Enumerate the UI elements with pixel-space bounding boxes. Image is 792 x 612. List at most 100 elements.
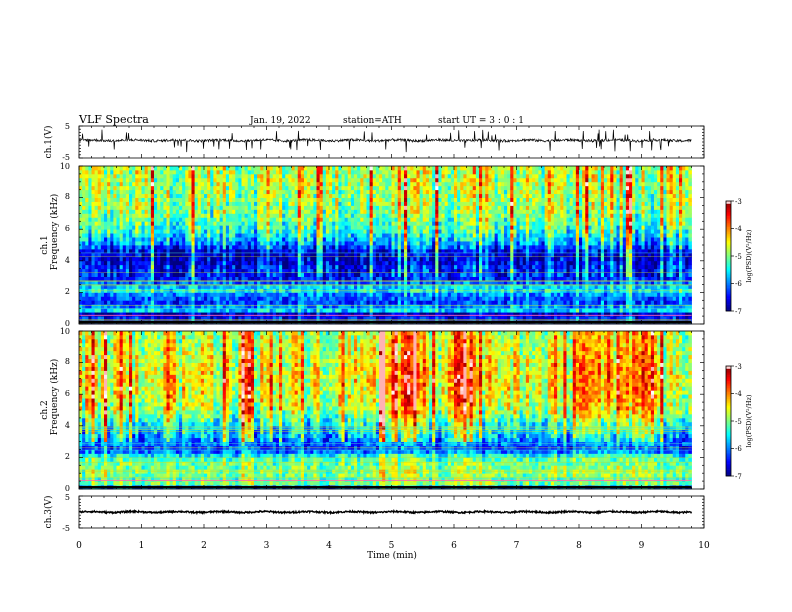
spectrogram-cell [225,280,230,285]
spectrogram-cell [82,193,86,198]
spectrogram-cell [297,233,302,238]
spectrogram-cell [450,189,455,195]
spectrogram-cell [382,256,386,262]
spectrogram-cell [429,296,433,301]
spectrogram-cell [150,221,155,226]
spectrogram-cell [341,268,346,274]
spectrogram-cell [435,177,439,183]
spectrogram-cell [197,229,202,234]
spectrogram-cell [97,169,102,175]
spectrogram-cell [307,173,311,179]
spectrogram-cell [175,256,180,262]
spectrogram-cell [150,225,155,230]
spectrogram-cell [307,312,311,317]
spectrogram-cell [285,225,289,230]
spectrogram-cell [222,177,227,183]
spectrogram-cell [104,229,108,234]
spectrogram-cell [372,201,377,206]
spectrogram-cell [182,296,186,301]
spectrogram-cell [410,284,414,289]
spectrogram-cell [197,169,202,175]
spectrogram-cell [332,177,336,183]
spectrogram-cell [332,245,336,250]
spectrogram-cell [416,308,421,313]
spectrogram-cell [388,264,392,270]
spectrogram-cell [225,292,230,297]
spectrogram-cell [197,268,202,274]
spectrogram-cell [272,256,277,262]
spectrogram-cell [332,205,336,210]
spectrogram-cell [404,185,408,191]
spectrogram-cell [310,296,314,301]
spectrogram-cell [369,221,374,226]
spectrogram-cell [454,173,458,179]
spectrogram-cell [304,252,308,258]
spectrogram-cell [82,201,86,206]
spectrogram-cell [338,237,342,242]
spectrogram-cell [379,256,383,262]
spectrogram-cell [260,233,264,238]
spectrogram-cell [194,300,199,305]
spectrogram-cell [419,221,424,226]
spectrogram-cell [185,225,189,230]
spectrogram-cell [225,225,230,230]
spectrogram-cell [419,229,424,234]
spectrogram-cell [263,181,267,187]
spectrogram-cell [322,233,327,238]
spectrogram-cell [250,276,255,281]
spectrogram-cell [191,272,196,277]
spectrogram-cell [119,229,124,234]
spectrogram-cell [279,185,283,191]
spectrogram-cell [204,237,208,242]
spectrogram-cell [160,225,164,230]
spectrogram-cell [197,237,202,242]
spectrogram-cell [366,166,371,171]
spectrogram-cell [444,209,449,214]
spectrogram-cell [122,272,127,277]
spectrogram-cell [285,237,289,242]
spectrogram-cell [241,280,246,285]
spectrogram-cell [388,260,392,266]
spectrogram-cell [425,229,430,234]
spectrogram-cell [335,205,339,210]
spectrogram-cell [447,276,452,281]
spectrogram-cell [382,252,386,258]
spectrogram-cell [129,213,133,218]
spectrogram-cell [200,173,205,179]
spectrogram-cell [213,264,217,270]
spectrogram-cell [147,276,152,281]
spectrogram-cell [107,209,111,214]
spectrogram-cell [250,268,255,274]
spectrogram-cell [429,276,433,281]
spectrogram-cell [116,166,121,171]
spectrogram-cell [350,264,355,270]
spectrogram-cell [363,268,367,274]
spectrogram-cell [200,193,205,198]
spectrogram-cell [379,272,383,277]
spectrogram-cell [304,304,308,309]
spectrogram-cell [235,248,239,254]
spectrogram-cell [235,304,239,309]
spectrogram-cell [413,264,417,270]
spectrogram-cell [241,296,246,301]
spectrogram-cell [129,209,133,214]
spectrogram-cell [347,252,352,258]
spectrogram-cell [307,237,311,242]
spectrogram-cell [269,268,274,274]
spectrogram-cell [366,169,371,175]
spectrogram-cell [269,308,274,313]
spectrogram-cell [400,197,405,202]
spectrogram-cell [160,245,164,250]
spectrogram-cell [335,169,339,175]
spectrogram-cell [275,229,280,234]
spectrogram-cell [410,276,414,281]
spectrogram-cell [229,276,233,281]
spectrogram-cell [82,296,86,301]
spectrogram-cell [119,209,124,214]
spectrogram-cell [354,264,358,270]
spectrogram-cell [91,296,96,301]
spectrogram-cell [122,209,127,214]
spectrogram-cell [138,248,142,254]
spectrogram-cell [416,185,421,191]
spectrogram-cell [429,189,433,195]
